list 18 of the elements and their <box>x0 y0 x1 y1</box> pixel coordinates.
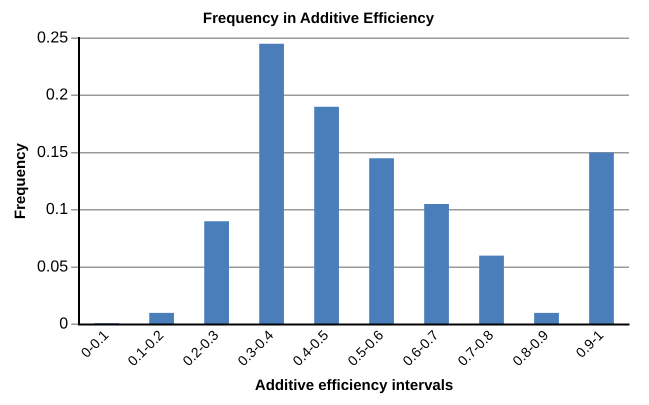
bar <box>314 106 339 324</box>
chart-title: Frequency in Additive Efficiency <box>202 10 435 28</box>
y-tick-label: 0 <box>59 316 68 333</box>
y-axis-title: Frequency <box>12 142 30 220</box>
bar <box>369 158 394 324</box>
bar <box>259 44 284 324</box>
y-tick-label: 0.05 <box>37 258 68 276</box>
bar <box>479 256 504 324</box>
bar <box>424 204 449 324</box>
bar <box>534 312 559 324</box>
y-tick-label: 0.15 <box>37 144 68 161</box>
bar <box>204 221 229 324</box>
x-axis-title: Additive efficiency intervals <box>254 377 454 394</box>
bar <box>149 312 174 324</box>
y-tick-label: 0.2 <box>46 86 68 104</box>
y-tick-label: 0.1 <box>46 201 68 218</box>
bar <box>589 152 614 324</box>
y-tick-label: 0.25 <box>37 29 68 46</box>
